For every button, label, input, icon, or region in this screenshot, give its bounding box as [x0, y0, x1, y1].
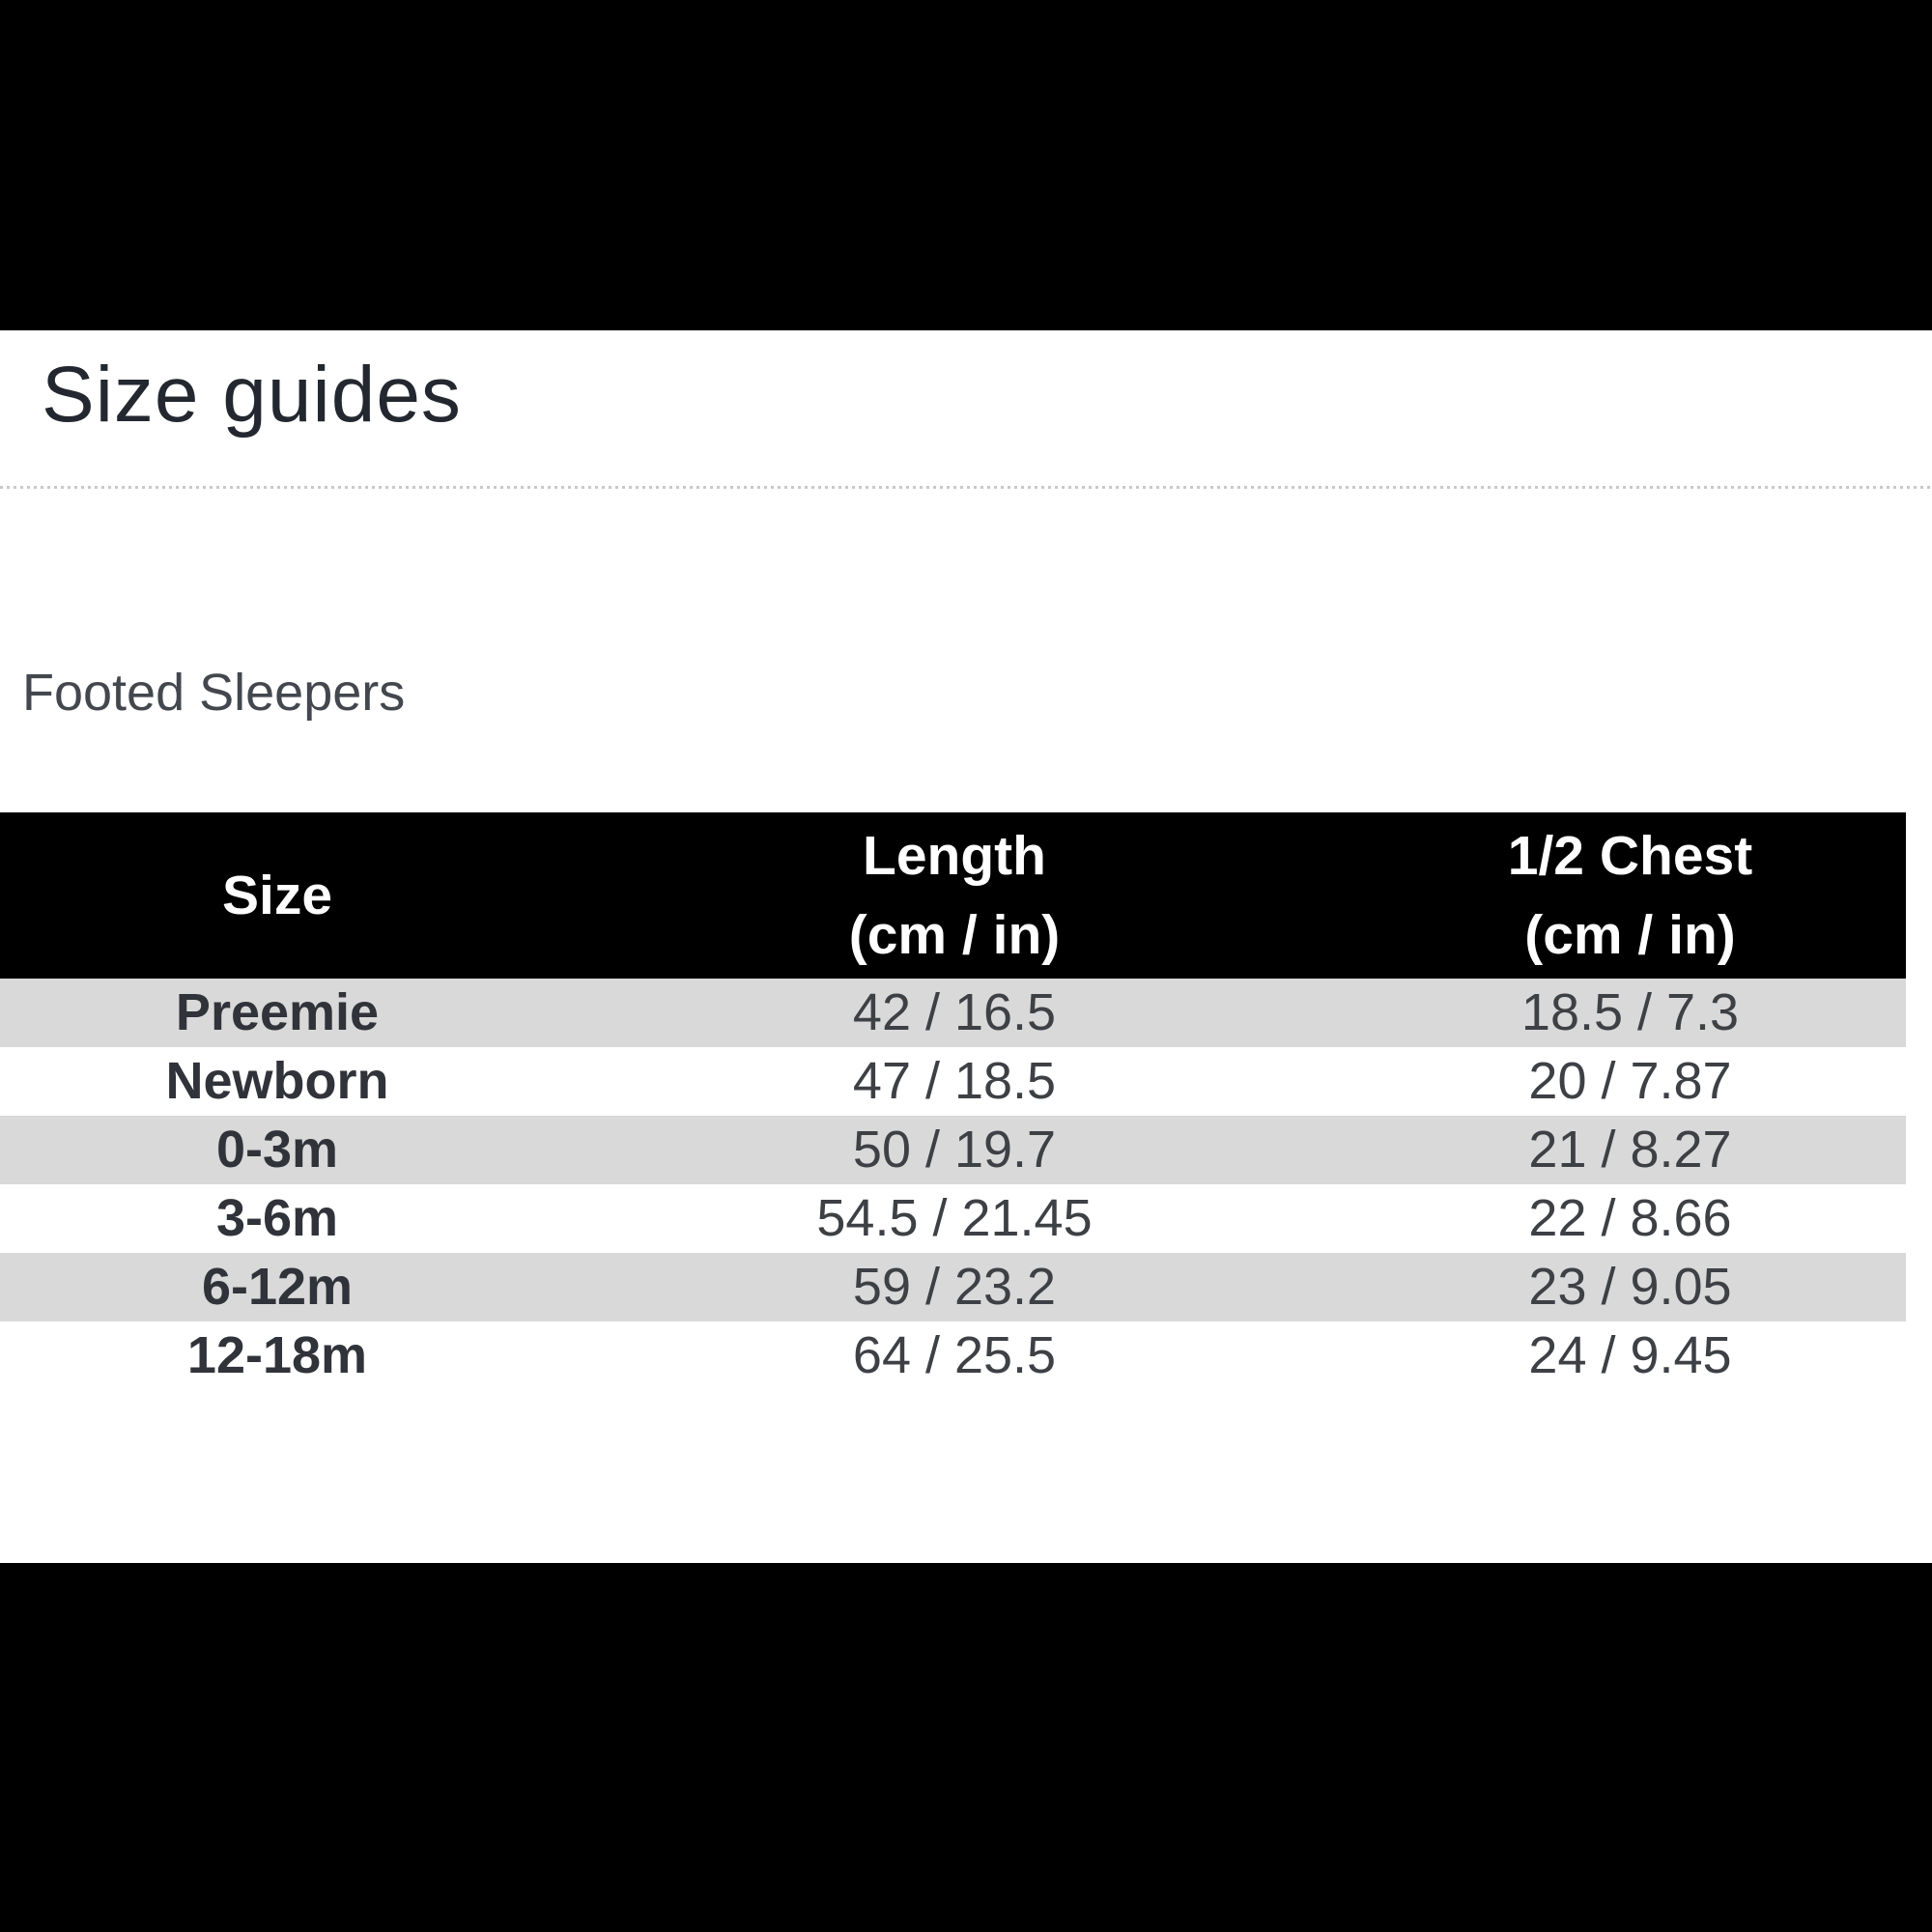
- cell-length: 42 / 16.5: [852, 983, 1057, 1041]
- cell-size: Newborn: [165, 1052, 389, 1110]
- section-label: Footed Sleepers: [22, 664, 406, 722]
- table-row: 6-12m 59 / 23.2 23 / 9.05: [0, 1253, 1906, 1321]
- bottom-black-bar: [0, 1563, 1932, 1932]
- table-row: Preemie 42 / 16.5 18.5 / 7.3: [0, 979, 1906, 1047]
- cell-size: Preemie: [175, 983, 380, 1041]
- cell-chest: 20 / 7.87: [1528, 1052, 1732, 1110]
- table-header-row: Size Length (cm / in) 1/2 Chest (cm / in…: [0, 812, 1906, 979]
- cell-size: 3-6m: [215, 1189, 339, 1247]
- cell-chest: 23 / 9.05: [1528, 1258, 1732, 1316]
- cell-size: 6-12m: [201, 1258, 354, 1316]
- page-title: Size guides: [42, 351, 462, 439]
- size-guide-table: Size Length (cm / in) 1/2 Chest (cm / in…: [0, 812, 1906, 1390]
- top-black-bar: [0, 0, 1932, 330]
- column-header-length-units: (cm / in): [848, 904, 1061, 966]
- table-row: 3-6m 54.5 / 21.45 22 / 8.66: [0, 1184, 1906, 1253]
- cell-length: 54.5 / 21.45: [816, 1189, 1093, 1247]
- table-row: Newborn 47 / 18.5 20 / 7.87: [0, 1047, 1906, 1116]
- column-header-length-label: Length: [863, 825, 1046, 887]
- column-header-size: Size: [0, 812, 554, 979]
- cell-length: 64 / 25.5: [852, 1326, 1057, 1384]
- column-header-length: Length (cm / in): [554, 812, 1354, 979]
- column-header-chest-units: (cm / in): [1524, 904, 1736, 966]
- table-row: 0-3m 50 / 19.7 21 / 8.27: [0, 1116, 1906, 1184]
- column-header-chest: 1/2 Chest (cm / in): [1354, 812, 1906, 979]
- cell-length: 50 / 19.7: [852, 1121, 1057, 1179]
- cell-length: 59 / 23.2: [852, 1258, 1057, 1316]
- cell-chest: 22 / 8.66: [1528, 1189, 1732, 1247]
- table-row: 12-18m 64 / 25.5 24 / 9.45: [0, 1321, 1906, 1390]
- cell-chest: 24 / 9.45: [1528, 1326, 1732, 1384]
- cell-chest: 18.5 / 7.3: [1520, 983, 1740, 1041]
- column-header-size-label: Size: [221, 865, 333, 926]
- cell-length: 47 / 18.5: [852, 1052, 1057, 1110]
- size-guide-page: Size guides Footed Sleepers Size Length …: [0, 330, 1932, 1563]
- column-header-chest-label: 1/2 Chest: [1507, 825, 1753, 887]
- dotted-divider: [0, 486, 1932, 489]
- cell-size: 0-3m: [215, 1121, 339, 1179]
- cell-size: 12-18m: [186, 1326, 368, 1384]
- cell-chest: 21 / 8.27: [1528, 1121, 1732, 1179]
